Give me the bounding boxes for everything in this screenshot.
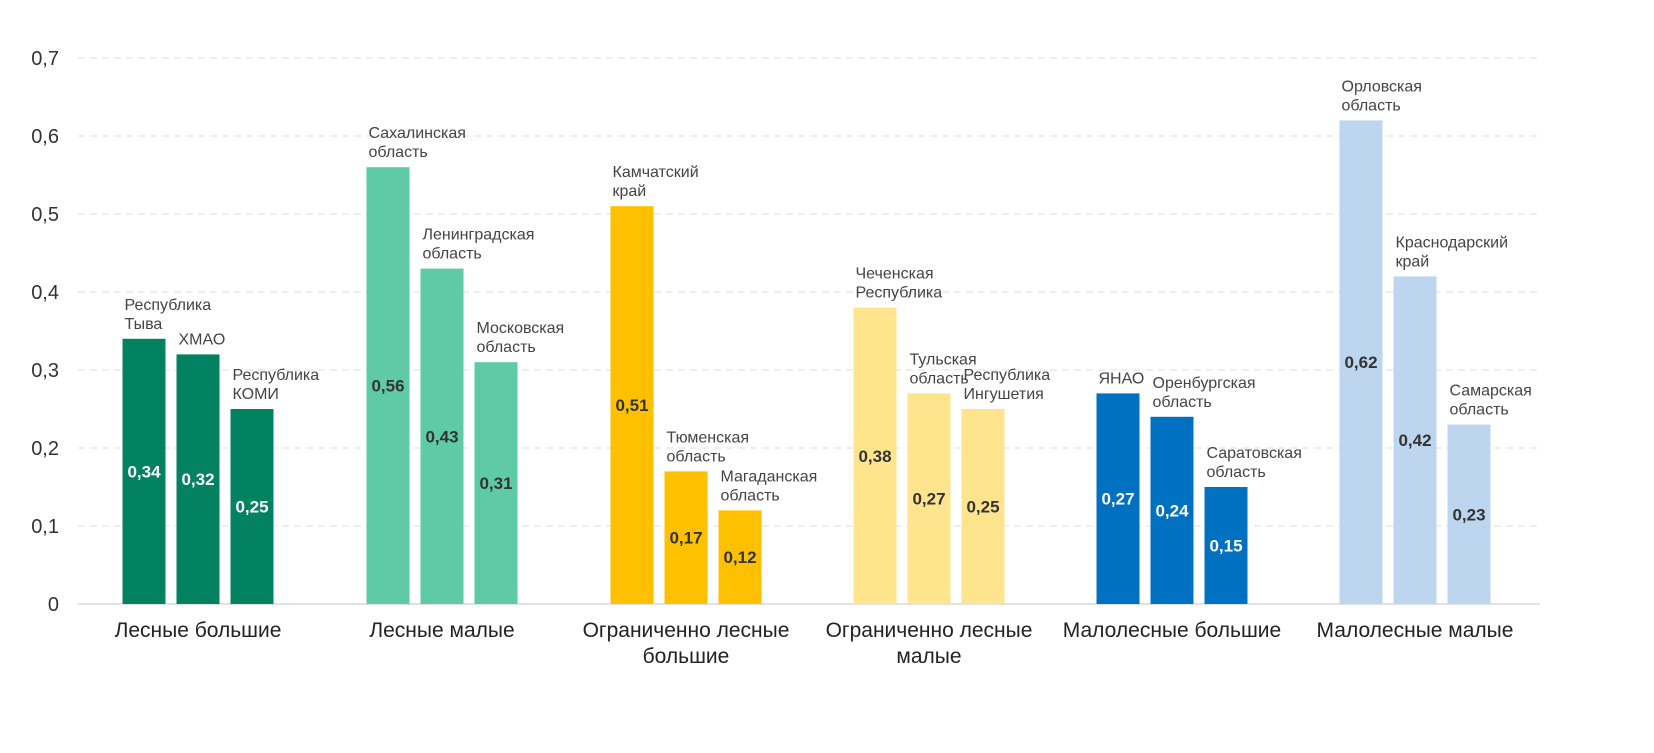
bar-value-label: 0,27: [1101, 490, 1134, 509]
bar-value-label: 0,24: [1155, 501, 1189, 520]
bar: [1447, 424, 1491, 604]
y-tick-label: 0,2: [31, 438, 59, 460]
bar: [1096, 393, 1140, 604]
bar: [474, 362, 518, 604]
bar-name-label: Орловская: [1342, 78, 1422, 95]
bar-name-label: Самарская: [1450, 383, 1532, 400]
bar-value-label: 0,25: [966, 498, 999, 517]
bar-value-label: 0,25: [235, 498, 268, 517]
bar-value-label: 0,23: [1452, 505, 1485, 524]
bar: [420, 268, 464, 604]
bar-name-label: край: [613, 183, 647, 200]
category-tick-label: Лесные большие: [115, 619, 282, 642]
bar-value-label: 0,42: [1398, 431, 1431, 450]
bar-name-label: Краснодарский: [1396, 234, 1509, 251]
bar-value-label: 0,38: [858, 447, 891, 466]
bar-name-label: область: [1153, 394, 1212, 411]
bar: [718, 510, 762, 604]
bar-name-label: Чеченская: [856, 266, 934, 283]
bar-name-label: область: [1207, 464, 1266, 481]
bar-name-label: область: [667, 448, 726, 465]
bar-value-label: 0,62: [1344, 353, 1377, 372]
bar: [1204, 487, 1248, 604]
bar-name-label: область: [721, 487, 780, 504]
bar-name-label: Республика: [125, 297, 212, 314]
bar-name-label: Республика: [964, 367, 1051, 384]
bar-value-label: 0,34: [127, 462, 161, 481]
labels-layer: 0 0,1 0,2 0,3 0,4 0,5 0,6 0,7 0,34 Республика Тыва…: [31, 48, 1532, 668]
bar: [610, 206, 654, 604]
bar: [366, 167, 410, 604]
y-tick-label: 0,1: [31, 516, 59, 538]
bar-name-label: Ленинградская: [423, 227, 535, 244]
bar-name-label: Республика: [233, 367, 320, 384]
bar: [853, 307, 897, 604]
bar-name-label: Оренбургская: [1153, 375, 1256, 392]
y-tick-label: 0,6: [31, 126, 59, 148]
category-tick-label: Малолесные малые: [1317, 619, 1514, 642]
bar: [1339, 120, 1383, 605]
bar-name-label: Сахалинская: [369, 125, 466, 142]
bar-name-label: Тюменская: [667, 429, 750, 446]
bar-name-label: Тыва: [125, 316, 163, 333]
bar-name-label: Саратовская: [1207, 445, 1302, 462]
y-tick-label: 0: [48, 594, 59, 616]
bars-layer: [122, 120, 1491, 605]
bar-value-label: 0,17: [669, 529, 702, 548]
bar: [907, 393, 951, 604]
bar-value-label: 0,27: [912, 490, 945, 509]
bar-value-label: 0,43: [425, 427, 458, 446]
bar-value-label: 0,12: [723, 548, 756, 567]
bar-value-label: 0,51: [615, 396, 648, 415]
bar-value-label: 0,56: [371, 377, 404, 396]
bar-value-label: 0,15: [1209, 537, 1242, 556]
bar-name-label: область: [369, 144, 428, 161]
bar-name-label: Камчатский: [613, 164, 699, 181]
bar-name-label: область: [910, 370, 969, 387]
bar: [230, 409, 274, 604]
category-tick-label: Ограниченно лесные: [826, 619, 1033, 642]
y-tick-label: 0,3: [31, 360, 59, 382]
bar-name-label: Республика: [856, 285, 943, 302]
bar-value-label: 0,31: [479, 474, 512, 493]
bar-name-label: область: [1450, 402, 1509, 419]
bar-name-label: КОМИ: [233, 386, 279, 403]
category-tick-label: Ограниченно лесные: [583, 619, 790, 642]
bar-name-label: область: [477, 339, 536, 356]
category-tick-label: малые: [896, 645, 961, 668]
bar-name-label: Московская: [477, 320, 565, 337]
y-tick-label: 0,4: [31, 282, 59, 304]
bar-value-label: 0,32: [181, 470, 214, 489]
bar-name-label: область: [423, 246, 482, 263]
bar-name-label: край: [1396, 253, 1430, 270]
bar-name-label: область: [1342, 97, 1401, 114]
bar-name-label: Магаданская: [721, 468, 818, 485]
category-tick-label: Лесные малые: [369, 619, 514, 642]
bar-name-label: Тульская: [910, 351, 977, 368]
bar: [1150, 416, 1194, 604]
category-tick-label: большие: [643, 645, 730, 668]
bar-name-label: Ингушетия: [964, 386, 1044, 403]
bar-name-label: ХМАО: [179, 331, 226, 348]
bar: [122, 338, 166, 604]
bar: [664, 471, 708, 604]
bar: [176, 354, 220, 604]
y-tick-label: 0,7: [31, 48, 59, 70]
grid-layer: [78, 57, 1540, 605]
bar: [1393, 276, 1437, 604]
category-tick-label: Малолесные большие: [1063, 619, 1281, 642]
bar: [961, 409, 1005, 604]
y-tick-label: 0,5: [31, 204, 59, 226]
bar-name-label: ЯНАО: [1099, 370, 1145, 387]
